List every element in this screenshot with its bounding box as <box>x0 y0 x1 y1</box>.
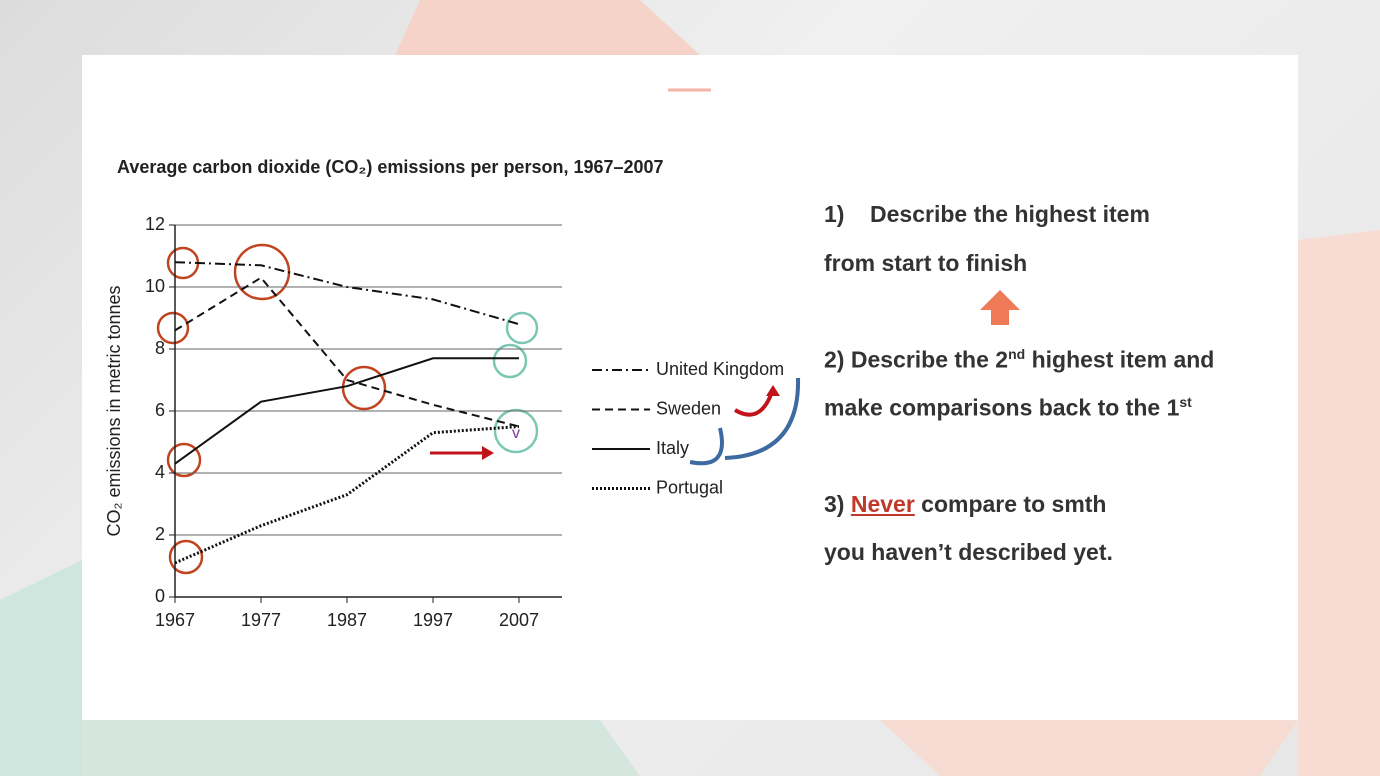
chart-title: Average carbon dioxide (CO₂) emissions p… <box>117 157 664 177</box>
y-tick-label: 4 <box>155 462 165 482</box>
bg-shape <box>82 720 640 776</box>
circle <box>341 365 387 411</box>
arrow-head <box>766 385 780 396</box>
annotation: v <box>512 425 520 442</box>
text: make comparisons back to the 1 <box>824 394 1180 421</box>
y-tick-label: 0 <box>155 586 165 606</box>
highlight-circles <box>156 243 387 575</box>
highlight-circles <box>492 311 539 454</box>
bullet-line: 1) Describe the highest item <box>824 201 1150 228</box>
series-line <box>174 276 520 428</box>
text: Never <box>850 491 915 517</box>
bg-shape <box>0 560 82 776</box>
x-tick-label: 2007 <box>499 610 539 630</box>
series-line <box>174 357 519 465</box>
series-line <box>174 261 520 326</box>
bg-shape <box>880 720 1298 776</box>
circle <box>156 311 190 345</box>
up-arrow <box>980 290 1020 325</box>
text: 3) <box>824 491 851 517</box>
arrows <box>430 290 1020 466</box>
text: nd <box>1008 346 1026 362</box>
text: highest item and <box>1025 346 1215 373</box>
series-line <box>174 425 520 565</box>
circle <box>233 243 291 301</box>
text: you haven’t described yet. <box>824 539 1113 565</box>
text: from start to finish <box>824 250 1028 276</box>
slide <box>82 55 1298 720</box>
y-tick-label: 10 <box>145 276 165 296</box>
x-tick-label: 1977 <box>241 610 281 630</box>
legend-label: Sweden <box>656 398 721 418</box>
y-tick-label: 12 <box>145 214 165 234</box>
y-tick-label: 2 <box>155 524 165 544</box>
bg-shape <box>395 0 700 55</box>
arrow <box>733 391 774 417</box>
text: 1) Describe the highest item <box>824 201 1150 227</box>
text: 2) Describe the 2 <box>824 346 1009 373</box>
bullet-line: 2) Describe the 2nd highest item and <box>824 346 1214 374</box>
x-tick-label: 1967 <box>155 610 195 630</box>
bullet-line: from start to finish <box>824 250 1027 277</box>
circle <box>168 539 204 575</box>
legend-label: Italy <box>656 438 689 458</box>
circle <box>505 311 539 345</box>
bullet-line: 3) Never compare to smth <box>824 491 1107 518</box>
legend-label: United Kingdom <box>656 359 784 379</box>
bg-shape <box>1298 230 1380 776</box>
bullet-line: make comparisons back to the 1st <box>824 394 1192 422</box>
arrow <box>689 377 801 466</box>
y-tick-label: 8 <box>155 338 165 358</box>
bullet-line: you haven’t described yet. <box>824 539 1113 566</box>
circle <box>493 408 539 454</box>
x-tick-label: 1987 <box>327 610 367 630</box>
x-tick-label: 1997 <box>413 610 453 630</box>
text: compare to smth <box>914 491 1107 517</box>
y-axis-label: CO₂ emissions in metric tonnes <box>104 285 124 536</box>
text: st <box>1179 394 1192 410</box>
legend-label: Portugal <box>656 477 723 497</box>
y-tick-label: 6 <box>155 400 165 420</box>
circle <box>492 343 528 379</box>
arrow-head <box>482 446 494 460</box>
circle <box>166 442 202 478</box>
